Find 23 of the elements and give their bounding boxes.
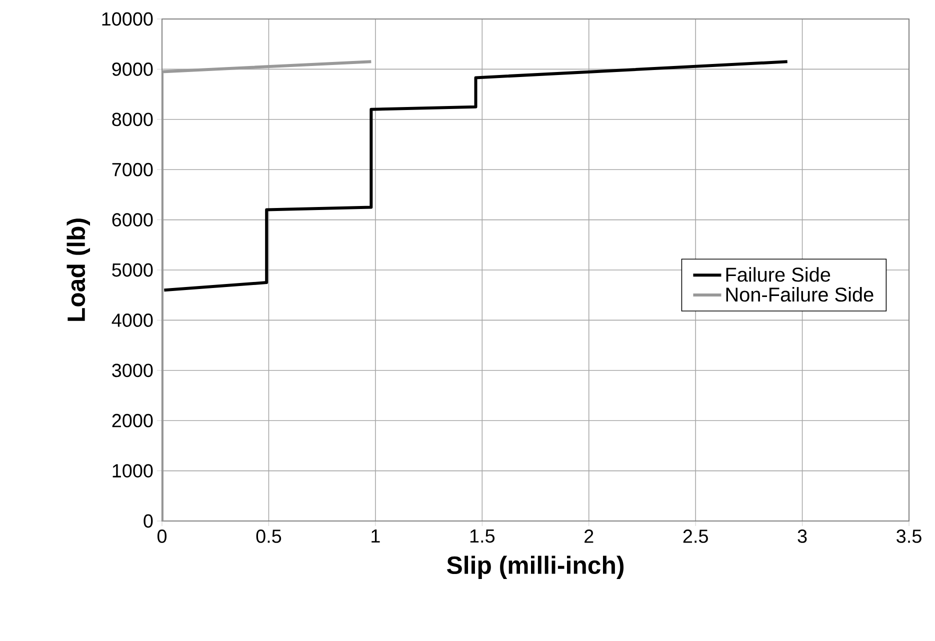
y-tick-label: 6000 [112, 213, 153, 226]
legend-label: Non-Failure Side [726, 287, 874, 302]
y-tick-label: 4000 [112, 313, 153, 327]
x-tick-label: 3.5 [896, 530, 922, 543]
x-tick-label: 1.5 [470, 530, 495, 543]
x-tick-label: 0 [157, 530, 167, 543]
y-tick-label: 10000 [102, 12, 153, 26]
y-tick-label: 9000 [112, 62, 153, 76]
y-tick-label: 8000 [112, 112, 153, 126]
x-tick-label: 1 [372, 530, 380, 543]
y-tick-label: 7000 [112, 162, 153, 176]
x-tick-label: 0.5 [256, 530, 282, 543]
y-tick-label: 5000 [112, 263, 153, 277]
y-tick-label: 0 [144, 514, 153, 528]
legend-label: Failure Side [726, 267, 830, 282]
x-axis-title: Slip (milli-inch) [446, 556, 624, 579]
y-axis-title: Load (lb) [66, 218, 90, 321]
x-tick-label: 2 [584, 530, 594, 543]
x-tick-label: 2.5 [683, 530, 708, 543]
y-tick-label: 3000 [112, 364, 153, 378]
y-tick-label: 1000 [112, 464, 153, 478]
y-tick-label: 2000 [112, 414, 153, 428]
x-tick-label: 3 [798, 530, 807, 543]
